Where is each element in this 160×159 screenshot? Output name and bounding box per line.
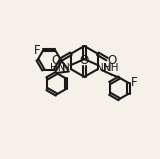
Text: HN: HN: [50, 63, 66, 73]
Text: N: N: [62, 63, 70, 73]
Text: O: O: [108, 54, 117, 67]
Text: O: O: [80, 54, 89, 67]
Text: NH: NH: [96, 63, 112, 73]
Text: O: O: [52, 54, 61, 67]
Text: NH: NH: [103, 63, 118, 73]
Text: F: F: [34, 44, 40, 57]
Text: F: F: [131, 76, 137, 90]
